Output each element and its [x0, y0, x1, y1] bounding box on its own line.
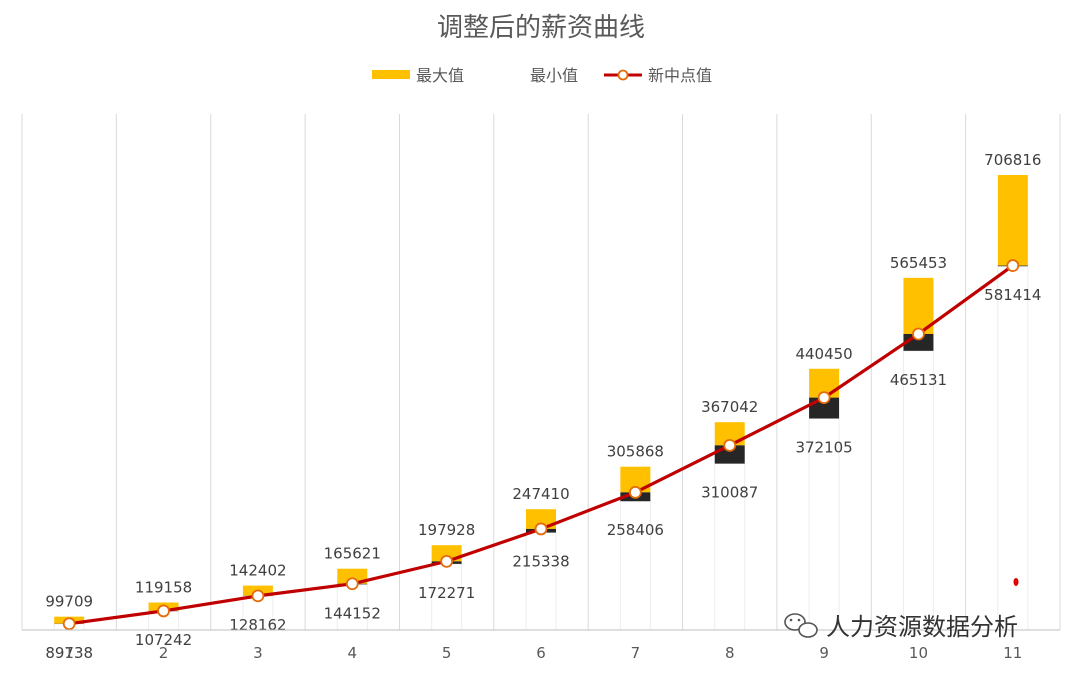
bar-max-11 — [997, 175, 1028, 266]
midpoint-marker-5 — [440, 554, 454, 568]
label-max-10: 565453 — [890, 254, 947, 272]
legend-label-mid: 新中点值 — [648, 66, 712, 85]
x-tick-label-6: 6 — [536, 644, 546, 662]
label-max-3: 142402 — [229, 562, 286, 580]
label-max-2: 119158 — [135, 579, 192, 597]
legend: 最大值 最小值 新中点值 — [372, 66, 712, 85]
label-min-8: 310087 — [701, 484, 758, 502]
label-min-3: 128162 — [229, 616, 286, 634]
column-ghost — [902, 350, 934, 631]
label-min-10: 465131 — [890, 371, 947, 389]
midpoint-marker-1 — [62, 617, 76, 631]
midpoint-marker-10 — [912, 327, 925, 341]
midpoint-marker-2 — [157, 604, 170, 618]
data-label-layer: 9970989738119158107242142402128162165621… — [45, 151, 1041, 662]
bar-max-4 — [337, 568, 368, 584]
x-tick-label-4: 4 — [347, 644, 357, 662]
watermark-text: 人力资源数据分析 — [826, 613, 1018, 641]
label-min-5: 172271 — [418, 584, 475, 602]
midpoint-marker-11 — [1006, 259, 1020, 272]
label-max-11: 706816 — [984, 151, 1041, 169]
label-max-9: 440450 — [795, 345, 852, 363]
x-tick-label-10: 10 — [909, 644, 928, 662]
watermark: 人力资源数据分析 — [784, 613, 1018, 641]
bar-max-6 — [526, 509, 556, 529]
label-min-6: 215338 — [512, 553, 569, 571]
label-min-4: 144152 — [324, 604, 381, 622]
x-tick-label-1: 1 — [64, 644, 74, 662]
column-ghost — [525, 532, 557, 631]
legend-swatch-max — [372, 70, 410, 79]
column-ghost — [997, 265, 1029, 631]
label-max-7: 305868 — [607, 443, 664, 461]
bar-max-10 — [903, 277, 934, 334]
x-tick-label-7: 7 — [631, 644, 641, 662]
legend-marker-mid — [617, 69, 629, 81]
x-tick-label-3: 3 — [253, 644, 263, 662]
x-tick-label-2: 2 — [159, 644, 169, 662]
label-min-9: 372105 — [795, 438, 852, 456]
x-tick-label-8: 8 — [725, 644, 735, 662]
midpoint-marker-4 — [345, 577, 359, 591]
wechat-icon — [784, 613, 818, 638]
label-min-2: 107242 — [135, 631, 192, 649]
label-max-6: 247410 — [512, 485, 569, 503]
bar-max-8 — [714, 422, 745, 446]
midpoint-marker-3 — [251, 589, 265, 603]
midpoint-marker-6 — [534, 522, 548, 536]
midpoint-marker-7 — [628, 485, 642, 499]
label-max-8: 367042 — [701, 398, 758, 416]
legend-label-min: 最小值 — [530, 66, 578, 85]
x-tick-label-9: 9 — [819, 644, 829, 662]
x-tick-label-5: 5 — [442, 644, 452, 662]
legend-label-max: 最大值 — [416, 66, 464, 85]
x-tick-label-11: 11 — [1003, 644, 1022, 662]
axis-layer: 1 2 3 4 5 6 7 8 9 10 11 — [22, 629, 1060, 662]
label-max-5: 197928 — [418, 521, 475, 539]
label-max-1: 99709 — [45, 593, 93, 611]
midpoint-marker-9 — [817, 391, 831, 405]
label-max-4: 165621 — [324, 545, 381, 563]
line-layer — [62, 259, 1020, 631]
chart-title: 调整后的薪资曲线 — [437, 13, 645, 43]
label-min-1: 89738 — [45, 644, 93, 662]
label-min-11: 581414 — [984, 286, 1041, 304]
label-min-7: 258406 — [607, 521, 664, 539]
midpoint-marker-8 — [723, 438, 737, 452]
red-dot-mark — [1013, 578, 1019, 586]
